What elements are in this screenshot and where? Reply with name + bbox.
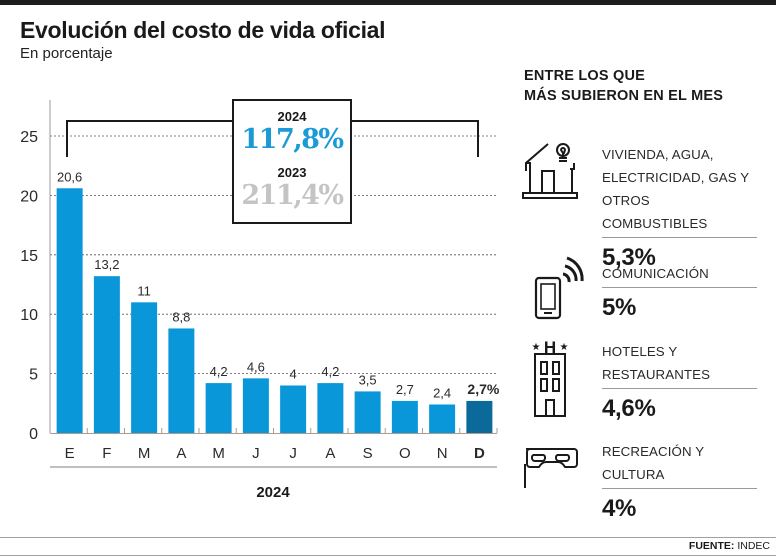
top-bar: [0, 0, 776, 5]
svg-text:H: H: [544, 338, 556, 357]
theater-mask-icon: [524, 448, 578, 488]
source-value: INDEC: [737, 540, 770, 552]
bar: [168, 328, 195, 433]
svg-text:★: ★: [560, 342, 569, 353]
x-tick-label: A: [176, 445, 186, 462]
x-tick-label: J: [289, 445, 297, 462]
category-hoteles: HOTELES Y RESTAURANTES 4,6%: [602, 340, 757, 423]
source-credit: FUENTE: INDEC: [689, 540, 770, 552]
category-divider: [602, 488, 757, 489]
category-vivienda: VIVIENDA, AGUA, ELECTRICIDAD, GAS Y OTRO…: [602, 143, 757, 272]
summary-value-previous: 211,4%: [241, 180, 344, 211]
x-tick-label: D: [474, 445, 485, 462]
bar: [205, 383, 232, 433]
category-value: 4%: [602, 495, 637, 522]
chart-subtitle: En porcentaje: [20, 45, 113, 62]
category-recreacion: RECREACIÓN Y CULTURA 4%: [602, 440, 757, 523]
y-axis-ticks: 0 5 10 15 20 25: [20, 129, 38, 443]
value-labels: 20,6 13,2 11 8,8 4,2 4,6 4 4,2 3,5 2,7 2,4 2,7%: [57, 169, 500, 400]
annual-summary-box: 2024 117,8% 2023 211,4%: [232, 99, 352, 224]
y-tick-label: 5: [29, 367, 38, 384]
bracket-left: [66, 120, 232, 157]
y-tick-label: 20: [20, 188, 38, 205]
summary-year-current: 2024: [277, 109, 307, 124]
category-value: 5%: [602, 294, 637, 321]
value-label: 11: [137, 283, 151, 298]
category-label: VIVIENDA, AGUA, ELECTRICIDAD, GAS Y OTRO…: [602, 147, 750, 231]
bar: [93, 276, 120, 433]
category-label: COMUNICACIÓN: [602, 266, 709, 281]
value-label: 4,2: [321, 364, 339, 379]
category-divider: [602, 388, 757, 389]
bar: [391, 400, 418, 433]
bar-chart: 0 5 10 15 20 25 20,6 13,2 11 8,8 4,2 4,6 4 4,2 3,5 2,7…: [20, 100, 500, 501]
bar: [280, 385, 307, 433]
category-divider: [602, 237, 757, 238]
x-tick-label: S: [363, 445, 373, 462]
hotel-building-icon: H ★ ★: [532, 338, 569, 417]
svg-text:★: ★: [532, 342, 541, 353]
category-comunicacion: COMUNICACIÓN 5%: [602, 262, 757, 322]
x-tick-label: A: [325, 445, 335, 462]
x-tick-label: M: [138, 445, 151, 462]
value-label: 20,6: [57, 169, 82, 184]
category-divider: [602, 287, 757, 288]
bar: [242, 378, 269, 433]
x-tick-label: E: [65, 445, 75, 462]
y-tick-label: 15: [20, 248, 38, 265]
bar: [131, 302, 158, 433]
y-tick-label: 0: [29, 426, 38, 443]
bar: [317, 383, 344, 433]
x-axis-title: 2024: [256, 484, 290, 501]
value-label: 2,7%: [467, 381, 499, 397]
x-tick-label: F: [102, 445, 111, 462]
sidebar-heading: ENTRE LOS QUE MÁS SUBIERON EN EL MES: [524, 66, 723, 106]
house-lightbulb-icon: [522, 143, 578, 199]
footer-divider-bottom: [0, 555, 776, 556]
bars: [56, 188, 498, 433]
category-label: HOTELES Y RESTAURANTES: [602, 344, 711, 382]
bar: [466, 400, 493, 433]
value-label: 4,2: [210, 364, 228, 379]
bar: [56, 188, 83, 433]
category-value: 4,6%: [602, 395, 656, 422]
sidebar-heading-line1: ENTRE LOS QUE: [524, 68, 646, 84]
y-tick-label: 25: [20, 129, 38, 146]
value-label: 8,8: [172, 309, 190, 324]
value-label: 3,5: [359, 372, 377, 387]
value-label: 2,4: [433, 385, 451, 400]
smartphone-signal-icon: [534, 256, 584, 320]
bar: [354, 391, 381, 433]
gridlines: [50, 135, 497, 375]
value-label: 4,6: [247, 359, 265, 374]
category-value: 5,3%: [602, 244, 656, 271]
summary-bracket: [66, 120, 479, 157]
value-label: 2,7: [396, 382, 414, 397]
summary-value-current: 117,8%: [241, 124, 344, 155]
bar: [429, 404, 456, 433]
x-tick-label: M: [212, 445, 225, 462]
x-tick-label: O: [399, 445, 411, 462]
x-tick-label: N: [437, 445, 448, 462]
chart-title: Evolución del costo de vida oficial: [20, 17, 386, 43]
sidebar-heading-line2: MÁS SUBIERON EN EL MES: [524, 88, 724, 104]
value-label: 13,2: [94, 257, 119, 272]
y-tick-label: 10: [20, 307, 38, 324]
bracket-right: [350, 120, 479, 157]
value-label: 4: [290, 366, 297, 381]
footer-divider-top: [0, 537, 776, 538]
source-label: FUENTE:: [688, 540, 735, 552]
x-tick-label: J: [252, 445, 260, 462]
summary-year-previous: 2023: [277, 165, 307, 180]
category-label: RECREACIÓN Y CULTURA: [602, 444, 704, 482]
